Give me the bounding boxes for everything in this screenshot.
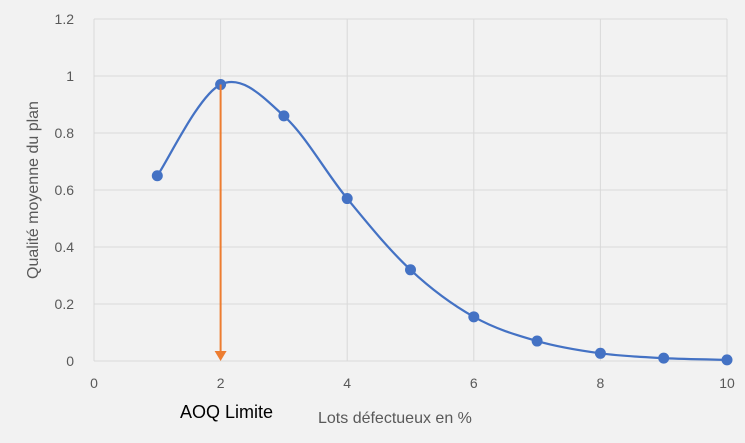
annotation-label: AOQ Limite [180,402,273,422]
data-point [341,193,353,205]
y-tick-label: 0.8 [55,125,75,141]
data-point [151,170,163,182]
x-tick-label: 4 [343,375,351,391]
y-tick-label: 0 [66,353,74,369]
data-point [468,311,480,323]
y-tick-label: 0.4 [55,239,75,255]
annotation-layer: AOQ Limite [180,84,273,422]
data-point [658,352,670,364]
data-point [594,347,606,359]
x-tick-labels: 0 2 4 6 8 10 [90,375,735,391]
x-tick-label: 2 [217,375,225,391]
y-tick-label: 1 [66,68,74,84]
x-tick-label: 0 [90,375,98,391]
y-tick-label: 1.2 [55,11,75,27]
series-layer [151,79,733,366]
data-point [531,335,543,347]
y-tick-labels: 0 0.2 0.4 0.6 0.8 1 1.2 [55,11,75,369]
annotation-arrow-head [214,351,227,361]
x-tick-label: 10 [719,375,735,391]
y-axis-title: Qualité moyenne du plan [25,101,42,279]
data-point [278,110,290,122]
grid [93,18,728,362]
y-tick-label: 0.2 [55,296,75,312]
x-tick-label: 8 [597,375,605,391]
x-tick-label: 6 [470,375,478,391]
x-axis-title: Lots défectueux en % [318,410,472,427]
data-point [405,264,416,276]
y-tick-label: 0.6 [55,182,75,198]
data-point [721,354,733,366]
